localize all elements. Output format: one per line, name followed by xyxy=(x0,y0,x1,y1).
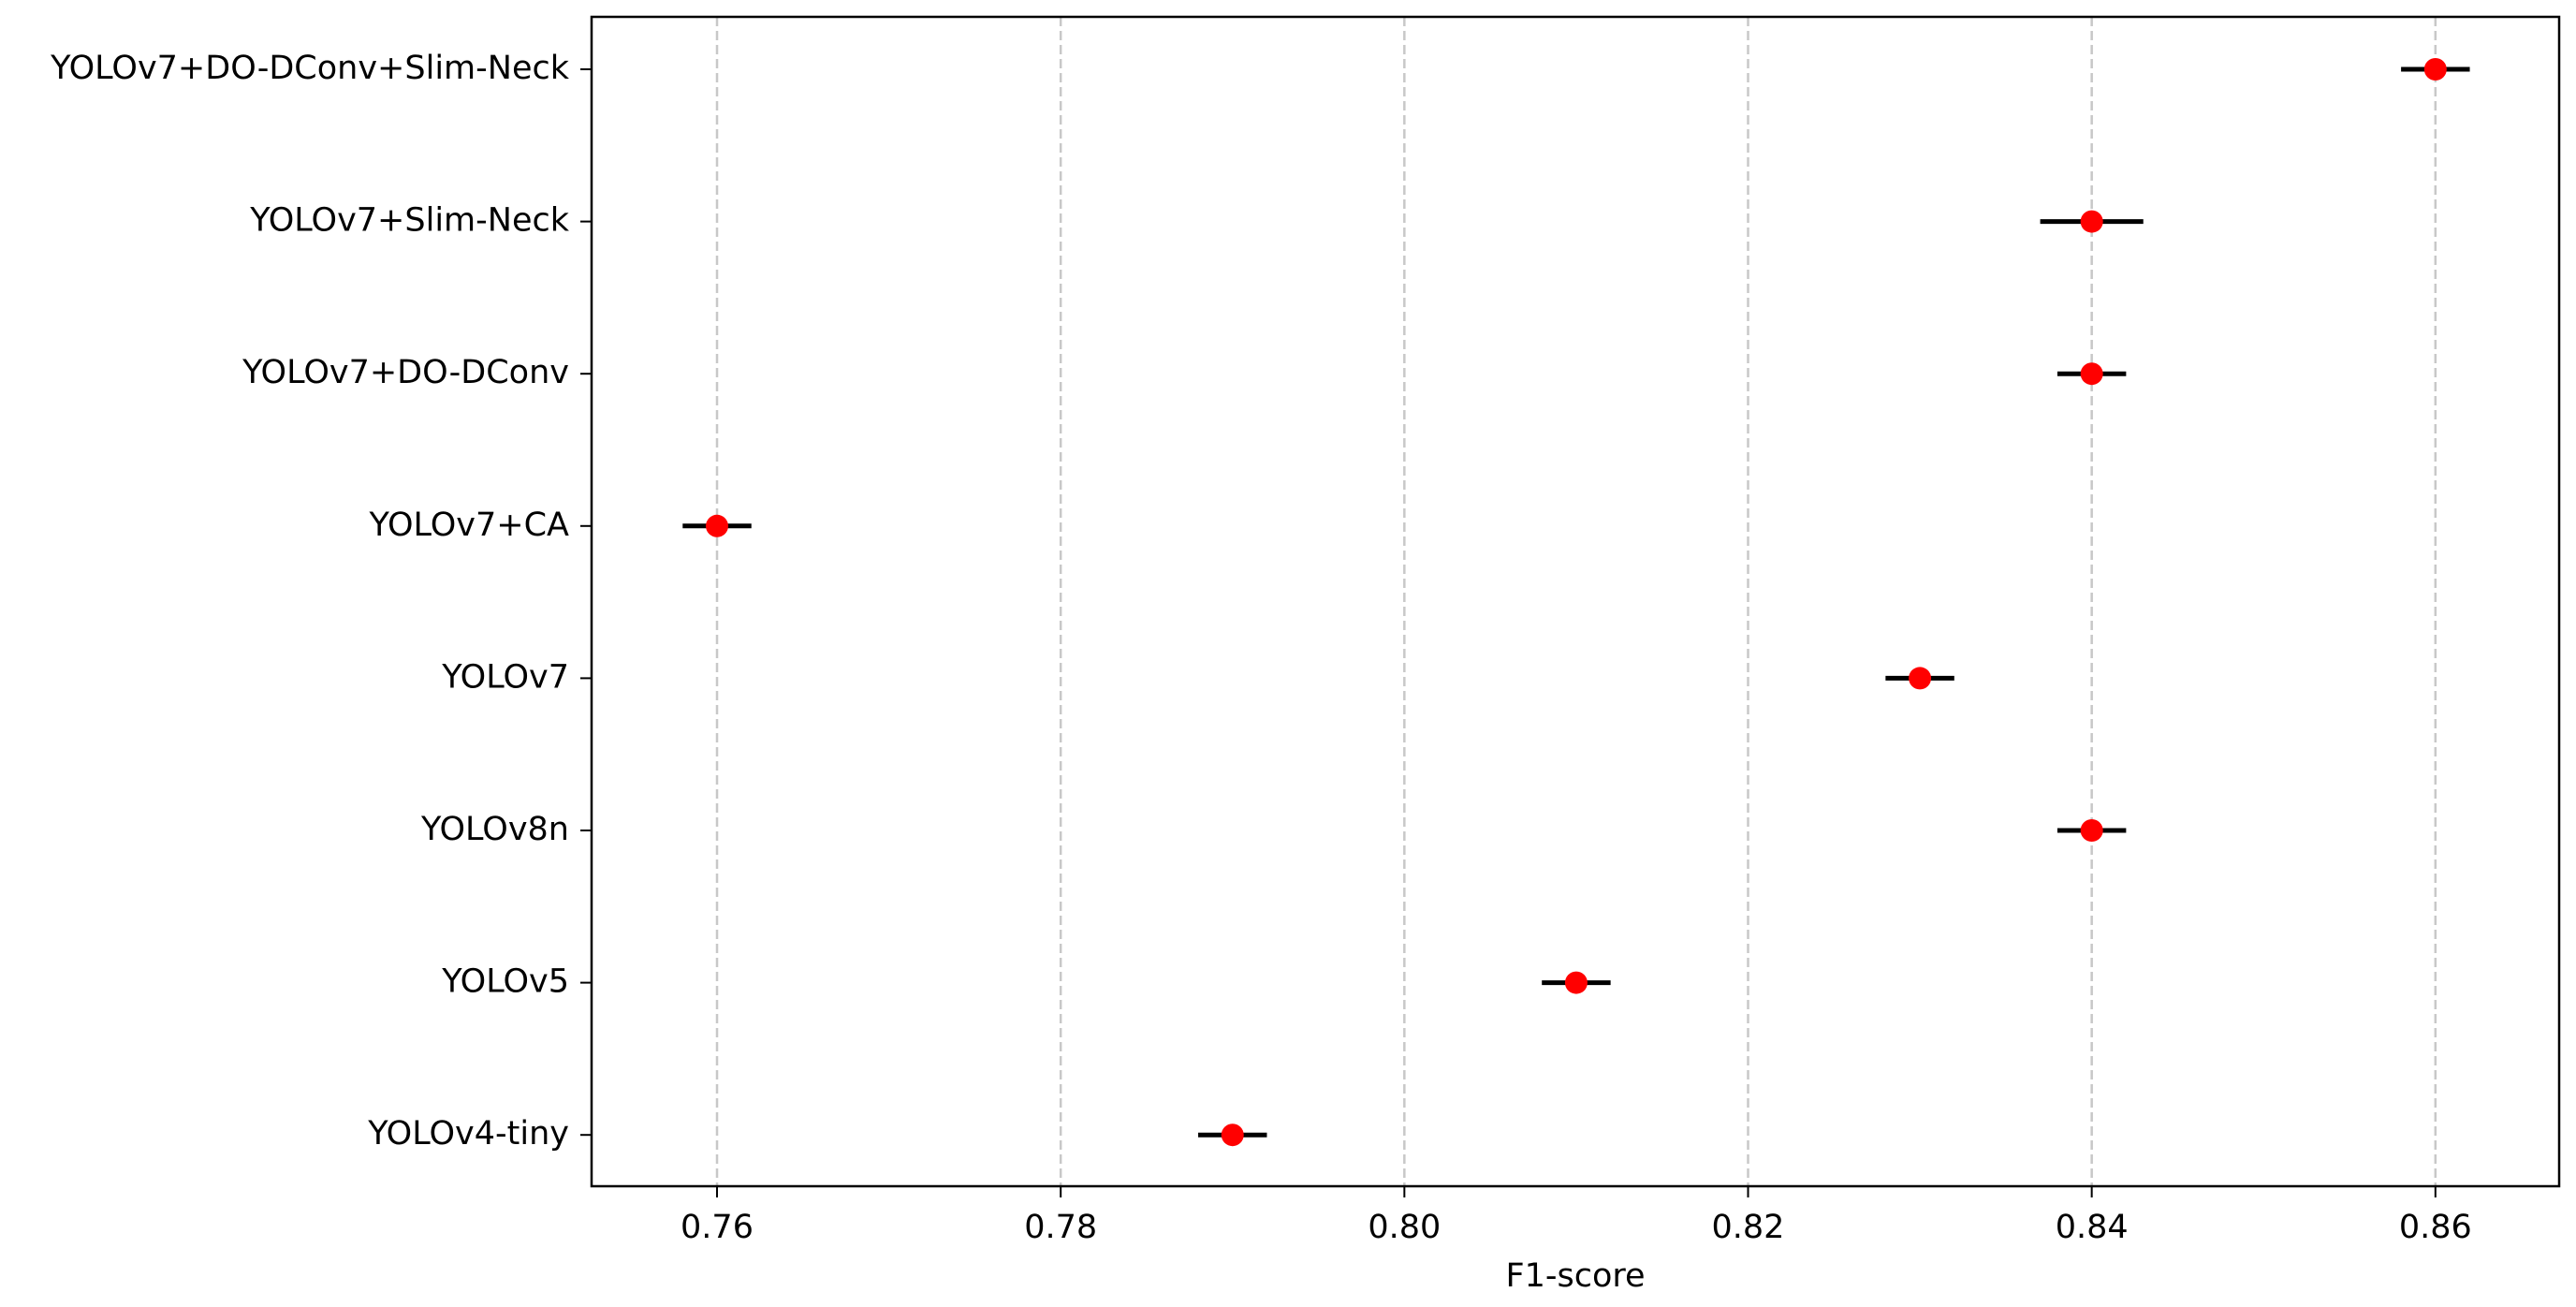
x-tick-label: 0.82 xyxy=(1712,1209,1785,1246)
point xyxy=(706,514,729,537)
plot-frame xyxy=(590,15,2561,1188)
y-tick-label: YOLOv4-tiny xyxy=(367,1115,569,1153)
x-axis-label: F1-score xyxy=(1505,1257,1645,1295)
x-tick-label: 0.78 xyxy=(1024,1209,1097,1246)
point xyxy=(2423,58,2447,81)
y-tick-label: YOLOv7+Slim-Neck xyxy=(249,202,569,240)
point xyxy=(1909,667,1932,690)
y-tick-label: YOLOv7+CA xyxy=(368,507,569,544)
x-tick-label: 0.86 xyxy=(2399,1209,2472,1246)
y-tick-label: YOLOv7+DO-DConv xyxy=(242,354,569,391)
x-tick-label: 0.84 xyxy=(2056,1209,2129,1246)
point xyxy=(2080,210,2103,233)
point xyxy=(1221,1123,1244,1147)
x-tick-label: 0.80 xyxy=(1368,1209,1441,1246)
y-tick-label: YOLOv7 xyxy=(441,658,569,696)
point xyxy=(2080,819,2103,842)
y-tick-label: YOLOv7+DO-DConv+Slim-Neck xyxy=(50,50,570,87)
x-tick-label: 0.76 xyxy=(681,1209,754,1246)
y-tick-label: YOLOv8n xyxy=(420,811,569,848)
point xyxy=(1564,971,1588,994)
point xyxy=(2080,362,2103,386)
y-tick-label: YOLOv5 xyxy=(441,963,569,1001)
